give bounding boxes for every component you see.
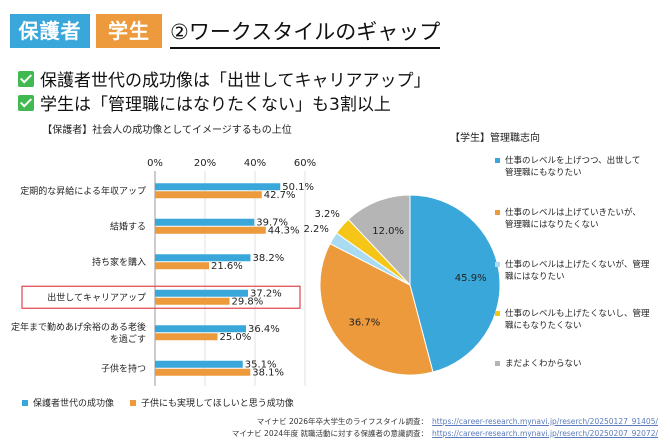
pie-slice	[329, 232, 411, 286]
pie-legend-label: 仕事のレベルは上げていきたいが、	[505, 208, 641, 218]
pie-chart-title: 【学生】管理職志向	[450, 133, 540, 144]
key-point-text: 学生は「管理職にはなりたくない」も3割以上	[40, 95, 391, 115]
page-title: ②ワークスタイルのギャップ	[170, 16, 441, 49]
pie-legend-label: 仕事のレベルは上げたくないが、管理	[505, 260, 650, 270]
bar	[155, 368, 251, 376]
bar-chart-legend: 保護者世代の成功像 子供にも実現してほしいと思う成功像	[22, 396, 294, 409]
pie-slice	[409, 194, 501, 373]
legend-item-parent: 保護者世代の成功像	[22, 396, 114, 409]
category-label: 定年まで勤めあげ余裕のある老後	[11, 321, 146, 333]
pie-legend-item: まだよくわからない	[495, 358, 663, 370]
legend-swatch	[495, 311, 500, 316]
x-tick-label: 0%	[147, 158, 163, 169]
x-tick-label: 40%	[244, 158, 266, 169]
slice-value-label: 45.9%	[455, 273, 487, 284]
bar	[155, 289, 248, 297]
pie-legend-item: 仕事のレベルも上げたくないし、管理 職にもなりたくない	[495, 308, 663, 332]
source-link[interactable]: https://career-research.mynavi.jp/reserc…	[432, 417, 658, 426]
key-point-1: 保護者世代の成功像は「出世してキャリアアップ」	[18, 66, 431, 91]
slice-value-label: 12.0%	[372, 226, 404, 237]
data-label: 29.8%	[232, 296, 264, 307]
checkbox-icon	[18, 70, 34, 87]
pie-legend-label: 仕事のレベルも上げたくないし、管理	[505, 309, 650, 319]
bar-chart-title: 【保護者】社会人の成功像としてイメージするもの上位	[42, 125, 292, 136]
key-point-2: 学生は「管理職にはなりたくない」も3割以上	[18, 90, 391, 115]
data-label: 50.1%	[282, 182, 314, 193]
legend-item-child: 子供にも実現してほしいと思う成功像	[130, 396, 294, 409]
bar	[155, 297, 230, 305]
bar	[155, 254, 251, 262]
bar	[155, 333, 218, 341]
pie-slice	[335, 218, 411, 286]
bar	[155, 226, 266, 234]
legend-swatch-orange	[130, 399, 137, 406]
bar	[155, 218, 255, 226]
x-tick-label: 20%	[194, 158, 216, 169]
category-label: 定期的な昇給による年収アップ	[20, 185, 146, 197]
x-tick-label: 60%	[294, 158, 316, 169]
bar	[155, 183, 281, 191]
sources: マイナビ 2026年卒大学生のライフスタイル調査： https://career-…	[232, 416, 658, 440]
checkbox-icon	[18, 94, 34, 111]
source-row: マイナビ 2024年度 就職活動に対する保護者の意識調査： https://car…	[232, 428, 658, 440]
data-label: 42.7%	[264, 190, 296, 201]
data-label: 44.3%	[268, 225, 300, 236]
slice-value-label: 36.7%	[348, 318, 380, 329]
category-label: を過ごす	[110, 333, 146, 345]
pie-legend-label: 管理職にはなりたくない	[505, 220, 599, 230]
source-link[interactable]: https://career-research.mynavi.jp/reserc…	[432, 429, 658, 438]
legend-label: 保護者世代の成功像	[33, 399, 115, 409]
bar	[155, 325, 246, 333]
bar	[155, 262, 209, 270]
pie-legend-label: まだよくわからない	[505, 359, 582, 369]
pie-slice	[319, 242, 434, 376]
data-label: 37.2%	[250, 288, 282, 299]
legend-swatch-blue	[22, 399, 28, 406]
pie-legend-item: 仕事のレベルは上げたくないが、管理 職にはなりたい	[495, 259, 663, 283]
slice-value-label: 3.2%	[314, 209, 339, 220]
data-label: 39.7%	[256, 217, 288, 228]
highlight-box	[21, 285, 301, 309]
category-label: 結婚する	[110, 220, 146, 232]
pie-legend-label: 仕事のレベルを上げつつ、出世して	[505, 156, 641, 166]
data-label: 21.6%	[211, 261, 243, 272]
legend-swatch	[495, 210, 500, 215]
bar	[155, 191, 262, 199]
student-badge: 学生	[96, 14, 162, 48]
data-label: 25.0%	[220, 332, 252, 343]
legend-swatch	[495, 158, 500, 163]
category-label: 子供を持つ	[101, 362, 146, 374]
category-label: 持ち家を購入	[92, 256, 146, 268]
source-row: マイナビ 2026年卒大学生のライフスタイル調査： https://career-…	[232, 416, 658, 428]
bar	[155, 360, 243, 368]
pie-slice	[347, 194, 411, 287]
key-point-text: 保護者世代の成功像は「出世してキャリアアップ」	[40, 71, 431, 91]
pie-legend-label: 管理職にもなりたい	[505, 168, 582, 178]
legend-swatch	[495, 361, 500, 366]
source-label: マイナビ 2026年卒大学生のライフスタイル調査：	[256, 417, 429, 426]
pie-legend-item: 仕事のレベルを上げつつ、出世して 管理職にもなりたい	[495, 155, 663, 179]
data-label: 36.4%	[248, 324, 280, 335]
pie-legend-label: 職にはなりたい	[505, 272, 565, 282]
data-label: 38.1%	[252, 367, 284, 378]
pie-legend-label: 職にもなりたくない	[505, 321, 582, 331]
data-label: 35.1%	[245, 359, 277, 370]
source-label: マイナビ 2024年度 就職活動に対する保護者の意識調査：	[231, 429, 429, 438]
legend-swatch	[495, 262, 500, 267]
slice-value-label: 2.2%	[303, 224, 328, 235]
pie-legend-item: 仕事のレベルは上げていきたいが、 管理職にはなりたくない	[495, 207, 663, 231]
legend-label: 子供にも実現してほしいと思う成功像	[141, 399, 294, 409]
data-label: 38.2%	[253, 253, 285, 264]
category-label: 出世してキャリアアップ	[47, 291, 146, 303]
parent-badge: 保護者	[10, 14, 90, 48]
